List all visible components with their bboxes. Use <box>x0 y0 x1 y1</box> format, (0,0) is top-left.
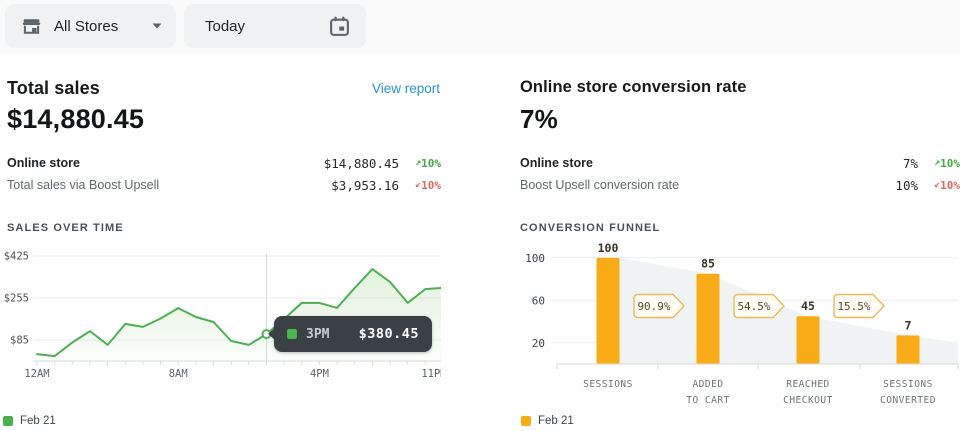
conversion-funnel-chart[interactable]: 100 60 20 100 85 45 7 90.9% 54.5% 15.5% SESSION… <box>520 240 960 408</box>
metric-delta: ↙10% <box>415 178 441 192</box>
metric-label: Total sales via Boost Upsell <box>7 178 160 192</box>
metric-row-boost-upsell: Total sales via Boost Upsell $3,953.16 ↙… <box>3 174 441 196</box>
funnel-legend: Feb 21 <box>521 415 574 427</box>
store-selector-label: All Stores <box>54 17 119 35</box>
series-color-swatch <box>287 329 297 339</box>
arrow-up-right-icon: ↗ <box>934 156 941 168</box>
calendar-icon <box>328 15 351 38</box>
y-tick-label: 100 <box>525 252 545 265</box>
bar-value-label: 85 <box>701 257 715 271</box>
metric-delta: ↗10% <box>934 156 960 170</box>
tooltip-time: 3PM <box>306 326 330 342</box>
x-category-label: SESSIONS <box>583 379 633 390</box>
arrow-down-left-icon: ↙ <box>415 178 422 190</box>
bar-value-label: 7 <box>905 318 912 332</box>
conversion-rate-big-value: 7% <box>520 104 558 134</box>
funnel-bar[interactable] <box>596 257 620 364</box>
conversion-badge <box>733 293 785 319</box>
total-sales-card: Total sales View report $14,880.45 Onlin… <box>3 70 441 431</box>
metric-delta: ↗10% <box>415 156 441 170</box>
funnel-bar[interactable] <box>796 316 820 364</box>
view-report-link[interactable]: View report <box>371 81 440 96</box>
metric-value: 7% <box>902 155 918 171</box>
conversion-badge <box>633 293 685 319</box>
metric-label: Online store <box>7 156 80 170</box>
sales-over-time-label: SALES OVER TIME <box>7 222 124 234</box>
x-category-label: CHECKOUT <box>783 395 833 406</box>
y-tick-label: 60 <box>532 294 545 307</box>
tooltip-value: $380.45 <box>358 326 419 342</box>
storefront-icon <box>21 16 42 36</box>
legend-label: Feb 21 <box>20 415 56 427</box>
metric-row-online-store: Online store $14,880.45 ↗10% <box>3 152 441 174</box>
card-header: Total sales View report <box>3 78 441 102</box>
x-category-label: ADDED <box>692 379 723 390</box>
funnel-bar[interactable] <box>896 335 920 364</box>
topbar: All Stores Today <box>0 0 960 54</box>
card-header: Online store conversion rate <box>520 78 960 102</box>
arrow-down-left-icon: ↙ <box>934 178 941 190</box>
sales-legend: Feb 21 <box>3 415 56 427</box>
metric-value: 10% <box>895 177 918 193</box>
conversion-badge-label: 15.5% <box>837 300 870 313</box>
chevron-down-icon <box>152 23 162 29</box>
legend-swatch-green <box>3 416 13 426</box>
metric-delta: ↙10% <box>934 178 960 192</box>
total-sales-metrics: Online store $14,880.45 ↗10% Total sales… <box>3 152 441 196</box>
x-tick-label: 12AM <box>24 368 49 380</box>
x-category-label: REACHED <box>786 379 830 390</box>
store-selector-button[interactable]: All Stores <box>5 4 176 48</box>
conversion-badge-label: 54.5% <box>737 300 770 313</box>
x-category-label: SESSIONS <box>883 379 933 390</box>
metric-label: Boost Upsell conversion rate <box>520 178 680 192</box>
metric-value: $14,880.45 <box>323 155 399 171</box>
conversion-badge-label: 90.9% <box>637 300 670 313</box>
conversion-rate-metrics: Online store 7% ↗10% Boost Upsell conver… <box>520 152 960 196</box>
x-tick-label: 11PM <box>421 368 441 380</box>
conversion-rate-title: Online store conversion rate <box>520 78 747 96</box>
legend-swatch-orange <box>521 416 531 426</box>
funnel-bar[interactable] <box>696 273 720 364</box>
legend-label: Feb 21 <box>538 415 574 427</box>
date-selector-button[interactable]: Today <box>184 4 366 48</box>
y-tick-label: $255 <box>4 293 29 305</box>
y-tick-label: $85 <box>10 335 29 347</box>
bar-value-label: 45 <box>801 299 815 313</box>
arrow-up-right-icon: ↗ <box>415 156 422 168</box>
y-tick-label: 20 <box>532 337 545 350</box>
metric-label: Online store <box>520 156 593 170</box>
metric-value: $3,953.16 <box>331 177 399 193</box>
bar-value-label: 100 <box>598 241 619 255</box>
date-selector-label: Today <box>205 17 246 35</box>
metric-row-boost-upsell: Boost Upsell conversion rate 10% ↙10% <box>520 174 960 196</box>
y-tick-label: $425 <box>4 251 29 263</box>
conversion-rate-card: Online store conversion rate 7% Online s… <box>520 70 960 431</box>
metric-row-online-store: Online store 7% ↗10% <box>520 152 960 174</box>
conversion-funnel-label: CONVERSION FUNNEL <box>520 222 661 234</box>
total-sales-title: Total sales <box>7 78 100 98</box>
x-category-label: TO CART <box>686 395 730 406</box>
total-sales-big-value: $14,880.45 <box>7 104 145 134</box>
chart-tooltip: 3PM $380.45 <box>268 316 432 352</box>
conversion-badge <box>833 293 885 319</box>
sales-line <box>36 268 441 358</box>
x-tick-label: 4PM <box>310 368 329 380</box>
x-tick-label: 8AM <box>169 368 188 380</box>
x-category-label: CONVERTED <box>880 395 936 406</box>
